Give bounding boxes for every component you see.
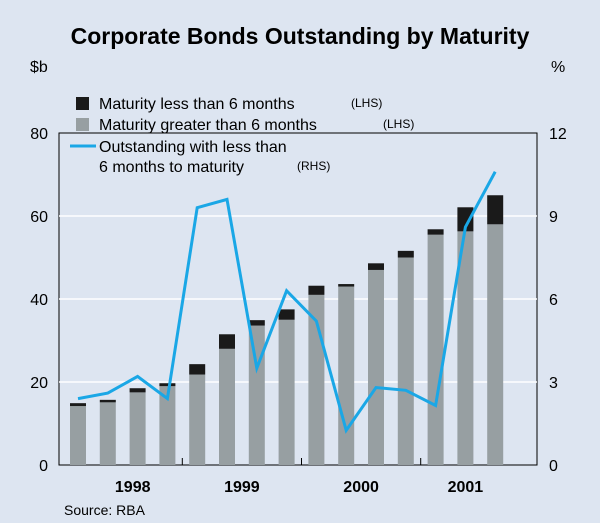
bar-long-Dec-97	[70, 406, 86, 465]
bar-long-Mar-01	[457, 231, 474, 465]
bar-short-Mar-01	[457, 207, 474, 232]
right-axis-unit: %	[551, 59, 565, 76]
left-axis-labels: 0 20 40 60 80	[30, 126, 48, 475]
right-tick-label: 0	[549, 458, 558, 475]
legend-label-long: Maturity greater than 6 months	[99, 117, 317, 134]
legend-label-line-2: 6 months to maturity	[99, 159, 244, 176]
bar-short-Dec-98	[189, 364, 206, 375]
legend-label-line-1: Outstanding with less than	[99, 139, 287, 156]
bar-short-Sep-00	[397, 250, 414, 258]
bar-short-Mar-00	[338, 284, 355, 287]
bar-long-Dec-98	[189, 374, 206, 465]
bar-long-Mar-00	[338, 286, 355, 465]
year-label: 2001	[448, 479, 484, 496]
left-tick-label: 80	[30, 126, 48, 143]
bar-short-Dec-00	[427, 229, 444, 235]
bar-short-Jun-98	[129, 388, 146, 393]
bar-short-Jun-00	[368, 263, 384, 270]
bar-short-Mar-99	[219, 334, 235, 349]
legend-swatch-long	[76, 118, 89, 131]
legend-tag-line: (RHS)	[297, 159, 330, 173]
left-tick-label: 60	[30, 209, 48, 226]
bar-short-Dec-97	[70, 403, 86, 407]
left-tick-label: 0	[39, 458, 48, 475]
right-tick-label: 6	[549, 292, 558, 309]
bar-short-Mar-98	[99, 399, 116, 403]
legend-swatch-short	[76, 97, 89, 110]
legend: Maturity less than 6 months (LHS) Maturi…	[70, 96, 414, 176]
bar-long-Dec-00	[427, 234, 444, 465]
bar-long-Sep-99	[278, 319, 295, 465]
left-tick-label: 20	[30, 375, 48, 392]
bar-long-Jun-01	[487, 224, 504, 465]
bar-short-Jun-99	[248, 320, 265, 326]
bars	[70, 171, 504, 465]
year-label: 1998	[115, 479, 151, 496]
right-tick-label: 9	[549, 209, 558, 226]
series-line-outstanding-short	[77, 171, 497, 434]
bar-long-Sep-00	[397, 257, 414, 465]
bar-short-Jun-01	[487, 195, 504, 225]
legend-label-short: Maturity less than 6 months	[99, 96, 295, 113]
legend-tag-short: (LHS)	[351, 96, 382, 110]
bar-long-Mar-98	[99, 402, 116, 465]
right-axis-labels: 0 3 6 9 12	[549, 126, 567, 475]
gridlines	[59, 215, 537, 383]
bar-long-Mar-99	[219, 348, 235, 465]
right-tick-label: 3	[549, 375, 558, 392]
source-note: Source: RBA	[64, 502, 146, 518]
bar-short-Sep-98	[159, 383, 176, 387]
bar-long-Jun-98	[129, 392, 146, 465]
right-tick-label: 12	[549, 126, 567, 143]
x-axis-ticks	[58, 458, 422, 465]
bar-long-Sep-98	[159, 386, 176, 465]
left-axis-unit: $b	[30, 59, 48, 76]
year-label: 2000	[343, 479, 379, 496]
bar-short-Dec-99	[308, 285, 325, 295]
x-axis-labels: 1998 1999 2000 2001	[115, 479, 483, 496]
left-tick-label: 40	[30, 292, 48, 309]
bar-long-Jun-99	[248, 325, 265, 465]
bar-long-Jun-00	[368, 269, 384, 465]
legend-tag-long: (LHS)	[383, 117, 414, 131]
chart-title: Corporate Bonds Outstanding by Maturity	[71, 23, 530, 49]
bar-short-Sep-99	[278, 309, 295, 320]
year-label: 1999	[224, 479, 260, 496]
